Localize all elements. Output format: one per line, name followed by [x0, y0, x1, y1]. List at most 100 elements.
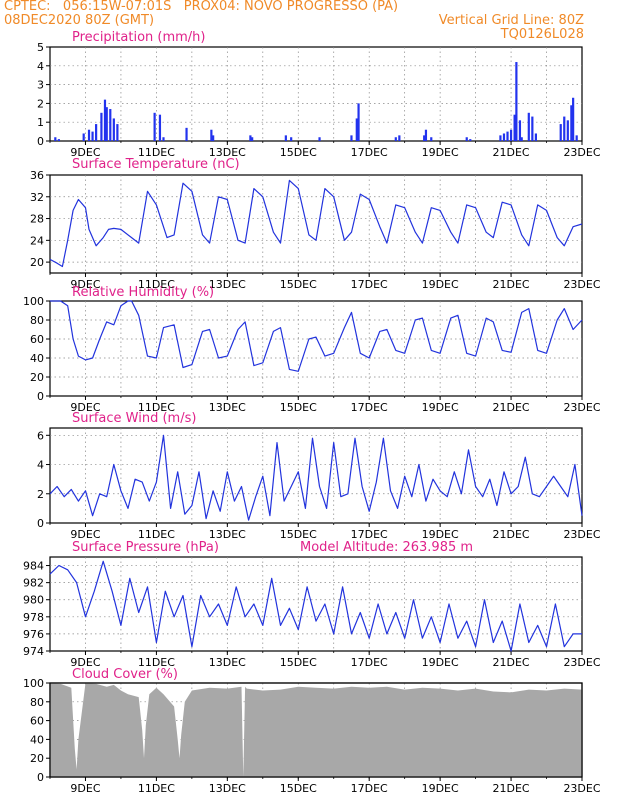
- precipitation-bar: [54, 137, 57, 141]
- precipitation-bar: [527, 112, 530, 141]
- cloud-cover-ytick-label: 0: [37, 771, 44, 784]
- surface-pressure-xtick-label: 23DEC: [563, 656, 600, 669]
- relative-humidity-xtick-label: 21DEC: [493, 401, 530, 414]
- precipitation-bar: [398, 135, 401, 141]
- precipitation-bar: [563, 116, 566, 141]
- surface-temperature-xtick-label: 17DEC: [351, 278, 388, 291]
- relative-humidity-ytick-label: 100: [23, 295, 44, 308]
- surface-temperature-ytick-label: 32: [30, 191, 44, 204]
- relative-humidity-xtick-label: 23DEC: [563, 401, 600, 414]
- relative-humidity-ytick-label: 60: [30, 333, 44, 346]
- relative-humidity-xtick-label: 15DEC: [280, 401, 317, 414]
- precipitation-bar: [153, 112, 156, 141]
- cloud-cover-xtick-label: 17DEC: [351, 782, 388, 795]
- surface-temperature-ytick-label: 36: [30, 169, 44, 182]
- surface-wind-ytick-label: 4: [37, 459, 44, 472]
- precipitation-bar: [572, 97, 575, 141]
- relative-humidity-ytick-label: 80: [30, 314, 44, 327]
- precipitation-bar: [520, 137, 523, 141]
- precipitation-bar: [506, 131, 509, 141]
- surface-wind-series-line: [49, 434, 583, 521]
- surface-temperature-xtick-label: 21DEC: [493, 278, 530, 291]
- surface-temperature-ytick-label: 20: [30, 256, 44, 269]
- relative-humidity-ytick-label: 20: [30, 371, 44, 384]
- precipitation-ytick-label: 3: [37, 79, 44, 92]
- precipitation-ytick-label: 5: [37, 41, 44, 54]
- precipitation-bar: [350, 135, 353, 141]
- precipitation-bar: [531, 116, 534, 141]
- surface-wind-ytick-label: 0: [37, 517, 44, 530]
- surface-temperature-series-line: [49, 179, 583, 268]
- precipitation-bar: [249, 135, 252, 141]
- surface-pressure-xtick-label: 13DEC: [209, 656, 246, 669]
- surface-wind-xtick-label: 23DEC: [563, 528, 600, 541]
- surface-pressure-ytick-label: 974: [23, 645, 44, 658]
- precipitation-bar: [424, 129, 428, 141]
- precipitation-bar: [185, 127, 188, 141]
- precipitation-bar: [513, 114, 516, 141]
- surface-wind-frame: [49, 427, 583, 524]
- precipitation-bar: [95, 124, 98, 141]
- surface-wind-xtick-label: 13DEC: [209, 528, 246, 541]
- surface-temperature-xtick-label: 9DEC: [70, 278, 100, 291]
- precipitation-bar: [109, 109, 112, 141]
- precipitation-bar: [100, 112, 103, 141]
- surface-pressure-series-line: [49, 560, 582, 652]
- precipitation-bar: [212, 135, 215, 141]
- precipitation-bar: [534, 133, 537, 141]
- precipitation-bar: [162, 137, 165, 141]
- surface-pressure-ytick-label: 978: [23, 611, 44, 624]
- surface-pressure-ytick-label: 980: [23, 594, 44, 607]
- surface-wind-xtick-label: 19DEC: [422, 528, 459, 541]
- precipitation-xtick-label: 13DEC: [209, 146, 246, 159]
- precipitation-xtick-label: 17DEC: [351, 146, 388, 159]
- surface-temperature-xtick-label: 19DEC: [422, 278, 459, 291]
- precipitation-title: Precipitation (mm/h): [72, 30, 205, 45]
- surface-pressure-frame: [49, 556, 583, 652]
- cloud-cover-xtick-label: 23DEC: [563, 782, 600, 795]
- precipitation-bar: [355, 118, 358, 141]
- cloud-cover-xtick-label: 11DEC: [138, 782, 175, 795]
- surface-temperature-xtick-label: 23DEC: [563, 278, 600, 291]
- precipitation-xtick-label: 9DEC: [70, 146, 100, 159]
- cloud-cover-area: [50, 683, 582, 777]
- precipitation-bar: [290, 137, 293, 141]
- precipitation-bar: [57, 139, 60, 141]
- precipitation-ytick-label: 0: [37, 135, 44, 148]
- precipitation-bar: [158, 114, 162, 141]
- relative-humidity-xtick-label: 9DEC: [70, 401, 100, 414]
- surface-temperature-frame: [49, 174, 583, 274]
- surface-pressure-xtick-label: 15DEC: [280, 656, 317, 669]
- precipitation-bar: [91, 131, 94, 141]
- precipitation-bar: [284, 135, 287, 141]
- precipitation-bar: [518, 120, 522, 141]
- surface-wind-xtick-label: 15DEC: [280, 528, 317, 541]
- precipitation-bar: [357, 103, 360, 141]
- surface-wind-xtick-label: 17DEC: [351, 528, 388, 541]
- precipitation-bar: [318, 137, 321, 141]
- relative-humidity-xtick-label: 19DEC: [422, 401, 459, 414]
- surface-pressure-ytick-label: 976: [23, 628, 44, 641]
- relative-humidity-ytick-label: 0: [37, 390, 44, 403]
- surface-pressure-title: Surface Pressure (hPa): [72, 540, 219, 555]
- header-station-line: CPTEC: 056:15W-07:01S PROX04: NOVO PROGR…: [4, 0, 399, 14]
- precipitation-bar: [570, 105, 573, 141]
- precipitation-ytick-label: 4: [37, 60, 44, 73]
- relative-humidity-xtick-label: 13DEC: [209, 401, 246, 414]
- precipitation-bar: [251, 137, 254, 141]
- relative-humidity-xtick-label: 11DEC: [138, 401, 175, 414]
- precipitation-bar: [465, 137, 468, 141]
- precipitation-bar: [116, 124, 119, 141]
- header-init-time: 08DEC2020 80Z (GMT): [4, 13, 155, 28]
- precipitation-bar: [82, 133, 85, 141]
- precipitation-bar: [430, 137, 433, 141]
- cloud-cover-ytick-label: 80: [30, 696, 44, 709]
- surface-pressure-xtick-label: 21DEC: [493, 656, 530, 669]
- surface-temperature-xtick-label: 13DEC: [209, 278, 246, 291]
- precipitation-bar: [112, 118, 115, 141]
- precipitation-bar: [499, 135, 502, 141]
- surface-wind-ytick-label: 6: [37, 429, 44, 442]
- precipitation-ytick-label: 2: [37, 97, 44, 110]
- relative-humidity-xtick-label: 17DEC: [351, 401, 388, 414]
- precipitation-bar: [87, 129, 91, 141]
